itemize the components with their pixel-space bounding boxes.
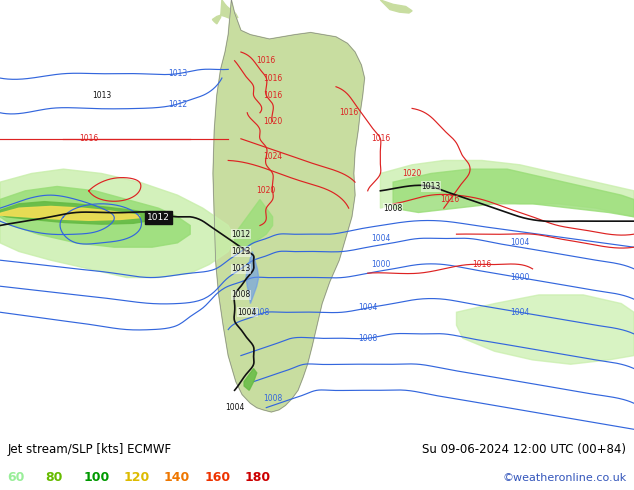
Text: 1020: 1020 [403,169,422,178]
Text: 1013: 1013 [168,69,187,78]
Polygon shape [235,199,273,251]
Text: 1000: 1000 [371,260,390,269]
Text: 1012: 1012 [168,99,187,109]
Text: 80: 80 [46,471,63,484]
Text: 1013: 1013 [92,91,111,100]
Text: 1020: 1020 [257,186,276,196]
Text: Su 09-06-2024 12:00 UTC (00+84): Su 09-06-2024 12:00 UTC (00+84) [422,443,626,456]
Text: 160: 160 [204,471,230,484]
Text: 1008: 1008 [263,394,282,403]
Text: Jet stream/SLP [kts] ECMWF: Jet stream/SLP [kts] ECMWF [8,443,172,456]
Polygon shape [212,0,238,24]
Polygon shape [246,251,259,304]
Text: 1013: 1013 [231,265,250,273]
Text: 1004: 1004 [510,238,529,247]
Text: 1008: 1008 [231,291,250,299]
Text: 1016: 1016 [263,91,282,100]
Text: 1008: 1008 [384,204,403,213]
Text: 1020: 1020 [263,117,282,126]
Polygon shape [0,202,158,224]
Text: 1004: 1004 [225,403,244,412]
Text: 1004: 1004 [510,308,529,317]
Text: 1004: 1004 [358,303,377,313]
Text: 1013: 1013 [422,182,441,191]
Polygon shape [0,206,139,220]
Polygon shape [0,187,190,247]
Text: 1013: 1013 [231,247,250,256]
Text: 1016: 1016 [371,134,390,143]
Text: 60: 60 [8,471,25,484]
Text: 1004: 1004 [238,308,257,317]
Text: 1016: 1016 [263,74,282,82]
Text: 1012: 1012 [147,213,170,222]
Text: 1008: 1008 [358,334,377,343]
Text: 100: 100 [84,471,110,484]
Text: 1024: 1024 [263,151,282,161]
Text: ©weatheronline.co.uk: ©weatheronline.co.uk [502,472,626,483]
Text: 140: 140 [164,471,190,484]
Text: 1000: 1000 [510,273,529,282]
Polygon shape [213,0,365,412]
Text: 180: 180 [245,471,271,484]
Text: 1016: 1016 [441,195,460,204]
Polygon shape [380,0,412,13]
Text: 1004: 1004 [371,234,390,243]
Polygon shape [393,169,634,217]
Text: 1016: 1016 [79,134,98,143]
Polygon shape [244,368,257,390]
Polygon shape [380,160,634,217]
Text: 1012: 1012 [231,230,250,239]
Polygon shape [456,295,634,364]
Text: 1016: 1016 [339,108,358,117]
Text: 1016: 1016 [257,56,276,65]
Text: 1016: 1016 [472,260,491,269]
Text: 120: 120 [124,471,150,484]
Text: 1008: 1008 [250,308,269,317]
Polygon shape [0,169,235,277]
